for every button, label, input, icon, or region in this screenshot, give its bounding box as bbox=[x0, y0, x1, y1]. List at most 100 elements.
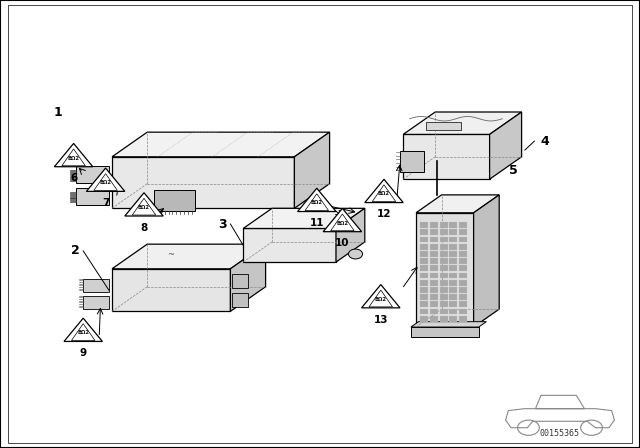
Bar bbox=[232, 274, 248, 288]
Bar bbox=[420, 294, 428, 300]
Bar bbox=[76, 166, 109, 183]
Bar bbox=[440, 280, 447, 286]
Bar bbox=[430, 309, 438, 314]
Bar bbox=[449, 229, 457, 235]
Text: ~: ~ bbox=[168, 250, 175, 258]
Text: 5: 5 bbox=[509, 164, 518, 177]
Bar bbox=[440, 272, 447, 279]
Bar bbox=[430, 294, 438, 300]
Polygon shape bbox=[112, 269, 230, 311]
Bar bbox=[459, 287, 467, 293]
Bar bbox=[420, 302, 428, 307]
Bar bbox=[440, 251, 447, 257]
Bar bbox=[420, 265, 428, 271]
Bar bbox=[440, 244, 447, 250]
Bar bbox=[459, 258, 467, 264]
Polygon shape bbox=[243, 208, 365, 228]
Bar bbox=[440, 229, 447, 235]
Text: BΩ2: BΩ2 bbox=[68, 155, 79, 161]
Polygon shape bbox=[474, 195, 499, 327]
Text: BΩ2: BΩ2 bbox=[138, 205, 150, 210]
Bar bbox=[430, 265, 438, 271]
Text: 13: 13 bbox=[374, 314, 388, 324]
Text: 3: 3 bbox=[219, 217, 227, 231]
Bar bbox=[420, 229, 428, 235]
Polygon shape bbox=[403, 112, 522, 134]
Bar bbox=[430, 258, 438, 264]
Polygon shape bbox=[336, 208, 365, 262]
Ellipse shape bbox=[348, 249, 362, 259]
Polygon shape bbox=[362, 284, 400, 308]
Text: 7: 7 bbox=[102, 198, 109, 208]
Bar bbox=[440, 316, 447, 322]
Bar bbox=[459, 229, 467, 235]
Bar bbox=[420, 316, 428, 322]
Bar bbox=[420, 222, 428, 228]
Bar bbox=[449, 280, 457, 286]
Bar bbox=[430, 244, 438, 250]
Bar bbox=[459, 272, 467, 279]
Bar bbox=[459, 309, 467, 314]
Bar bbox=[449, 272, 457, 279]
Bar bbox=[430, 237, 438, 242]
Text: 00155365: 00155365 bbox=[540, 429, 580, 438]
Polygon shape bbox=[323, 208, 362, 232]
Text: BΩ2: BΩ2 bbox=[337, 220, 348, 226]
Bar bbox=[459, 251, 467, 257]
Polygon shape bbox=[230, 244, 266, 311]
Text: BΩ2: BΩ2 bbox=[311, 200, 323, 206]
Bar bbox=[440, 294, 447, 300]
Bar bbox=[449, 316, 457, 322]
Polygon shape bbox=[112, 132, 330, 157]
Bar bbox=[76, 188, 109, 205]
Bar bbox=[449, 251, 457, 257]
Polygon shape bbox=[294, 132, 330, 208]
Bar bbox=[232, 293, 248, 307]
Bar bbox=[440, 222, 447, 228]
Bar bbox=[420, 244, 428, 250]
Bar bbox=[440, 237, 447, 242]
Bar bbox=[430, 272, 438, 279]
Polygon shape bbox=[125, 193, 163, 216]
Bar bbox=[430, 251, 438, 257]
Bar bbox=[440, 258, 447, 264]
Bar bbox=[426, 122, 461, 130]
Bar bbox=[420, 272, 428, 279]
Bar bbox=[459, 265, 467, 271]
Bar bbox=[400, 151, 424, 172]
Text: 10: 10 bbox=[335, 238, 349, 248]
Text: BΩ2: BΩ2 bbox=[378, 191, 390, 197]
Text: BΩ2: BΩ2 bbox=[375, 297, 387, 302]
Polygon shape bbox=[298, 188, 336, 211]
Text: 9: 9 bbox=[79, 348, 87, 358]
Bar bbox=[449, 265, 457, 271]
Polygon shape bbox=[416, 195, 499, 213]
Bar bbox=[411, 327, 479, 337]
Polygon shape bbox=[403, 134, 490, 179]
Bar bbox=[430, 280, 438, 286]
Bar bbox=[449, 222, 457, 228]
Bar bbox=[449, 244, 457, 250]
Bar bbox=[420, 280, 428, 286]
Text: 2: 2 bbox=[71, 244, 80, 258]
Bar bbox=[430, 229, 438, 235]
Bar bbox=[420, 251, 428, 257]
Bar bbox=[449, 309, 457, 314]
Bar bbox=[440, 287, 447, 293]
Bar bbox=[440, 265, 447, 271]
Text: 4: 4 bbox=[541, 134, 550, 148]
Bar bbox=[430, 287, 438, 293]
Bar bbox=[83, 279, 109, 292]
Polygon shape bbox=[365, 179, 403, 202]
Bar bbox=[459, 294, 467, 300]
Bar bbox=[459, 316, 467, 322]
Bar bbox=[430, 302, 438, 307]
Bar bbox=[430, 222, 438, 228]
Text: 8: 8 bbox=[140, 223, 148, 233]
Bar bbox=[459, 280, 467, 286]
Bar bbox=[420, 237, 428, 242]
Bar bbox=[440, 309, 447, 314]
Polygon shape bbox=[112, 157, 294, 208]
Bar bbox=[154, 190, 195, 211]
Polygon shape bbox=[416, 213, 474, 327]
